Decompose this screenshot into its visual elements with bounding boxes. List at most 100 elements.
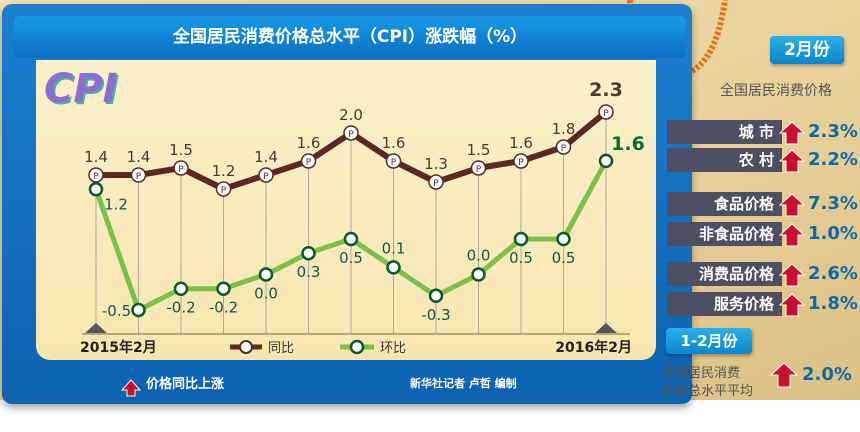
up-arrow-icon — [779, 149, 805, 173]
data-point — [216, 281, 231, 296]
price-item: 服务价格 1.8% — [667, 292, 858, 317]
up-arrow-icon — [779, 293, 805, 317]
data-point — [598, 153, 614, 169]
data-label: 1.2 — [104, 195, 128, 213]
data-point — [470, 160, 487, 176]
start-marker — [84, 323, 108, 334]
p-glyph: P — [348, 130, 354, 140]
data-label: 0.5 — [509, 249, 533, 267]
data-label: 1.3 — [424, 155, 448, 173]
price-item: 农 村 2.2% — [667, 148, 858, 173]
price-item-label: 服务价格 — [667, 292, 782, 316]
data-point — [88, 182, 104, 197]
legend-yoy-label: 同比 — [268, 341, 294, 356]
data-label: 1.8 — [552, 120, 576, 138]
data-label: 0.5 — [552, 249, 576, 267]
cpi-logo: CPI — [44, 66, 118, 112]
data-point — [386, 260, 401, 275]
data-label: 1.6 — [297, 134, 321, 152]
legend-yoy: 同比 — [230, 340, 294, 356]
legend-mom: 环比 — [340, 339, 406, 356]
data-label: -0.2 — [209, 299, 238, 317]
data-label: 1.2 — [212, 162, 236, 180]
p-glyph: P — [518, 158, 524, 168]
data-point — [343, 231, 359, 247]
data-label: 2.3 — [589, 79, 623, 101]
data-point — [385, 153, 402, 169]
price-item: 食品价格 7.3% — [667, 192, 858, 217]
data-label: -0.3 — [421, 306, 450, 324]
price-item-value: 2.3% — [808, 121, 858, 142]
data-point — [173, 160, 189, 176]
credit: 新华社记者 卢哲 编制 — [410, 377, 517, 390]
data-point — [598, 104, 614, 120]
data-point — [471, 267, 486, 282]
p-glyph: P — [306, 158, 312, 168]
data-point — [513, 231, 529, 247]
data-point — [215, 181, 232, 197]
range-line2: 价格总水平平均 — [662, 384, 754, 399]
data-label: 0.0 — [467, 247, 491, 265]
p-glyph: P — [93, 172, 99, 182]
data-point — [428, 288, 444, 304]
data-point — [131, 302, 146, 318]
p-glyph: P — [221, 186, 227, 196]
range-value: 2.0% — [802, 364, 852, 385]
up-arrow-icon — [770, 362, 798, 388]
data-label: 0.5 — [339, 249, 363, 267]
price-item: 非食品价格 1.0% — [667, 222, 858, 247]
p-glyph: P — [561, 144, 567, 154]
price-item-label: 消费品价格 — [667, 262, 782, 286]
price-item: 城 市 2.3% — [667, 120, 858, 145]
data-label: 0.3 — [297, 263, 321, 281]
data-label: 1.4 — [127, 148, 151, 166]
data-point — [428, 174, 444, 190]
price-item-label: 非食品价格 — [667, 222, 782, 246]
data-label: 0.0 — [254, 285, 278, 303]
data-point — [173, 281, 189, 296]
price-item-value: 7.3% — [808, 193, 858, 214]
end-marker — [594, 323, 618, 334]
data-label: 1.6 — [611, 133, 645, 155]
up-arrow-icon — [779, 121, 805, 145]
data-point — [258, 267, 274, 282]
price-item-label: 农 村 — [667, 148, 782, 172]
price-item-value: 1.8% — [808, 293, 858, 314]
price-item-label: 城 市 — [667, 120, 782, 144]
data-point — [556, 231, 571, 247]
data-point — [258, 167, 274, 183]
data-label: 0.1 — [382, 239, 406, 257]
data-point — [555, 139, 572, 155]
data-label: 1.6 — [509, 134, 533, 152]
data-point — [300, 153, 317, 169]
price-item-label: 食品价格 — [667, 192, 782, 216]
data-label: 1.4 — [84, 148, 108, 166]
data-label: -0.2 — [166, 299, 195, 317]
range-badge: 1-2月份 — [666, 328, 752, 354]
legend-mom-label: 环比 — [380, 341, 406, 356]
price-item-value: 1.0% — [808, 223, 858, 244]
data-point — [513, 153, 529, 169]
up-arrow-icon — [779, 263, 805, 287]
range-line1: 全国居民消费 — [662, 366, 741, 381]
data-label: 1.4 — [254, 148, 278, 166]
x-end-label: 2016年2月 — [555, 339, 632, 356]
up-arrow-icon — [779, 223, 805, 247]
data-label: -0.5 — [102, 302, 131, 320]
data-label: 2.0 — [339, 106, 363, 124]
data-point — [88, 167, 104, 183]
p-glyph: P — [263, 172, 269, 182]
month-subtitle: 全国居民消费价格 — [720, 83, 832, 99]
x-start-label: 2015年2月 — [80, 339, 157, 356]
data-label: 1.6 — [382, 134, 406, 152]
p-glyph: P — [391, 158, 397, 168]
p-glyph: P — [476, 165, 482, 175]
up-arrow-icon — [779, 193, 805, 217]
price-item-value: 2.6% — [808, 263, 858, 284]
data-label: 1.5 — [169, 141, 193, 159]
price-item: 消费品价格 2.6% — [667, 262, 858, 287]
p-glyph: P — [433, 179, 439, 189]
chart-title: 全国居民消费价格总水平（CPI）涨跌幅（%） — [14, 16, 686, 58]
data-point — [130, 167, 147, 183]
